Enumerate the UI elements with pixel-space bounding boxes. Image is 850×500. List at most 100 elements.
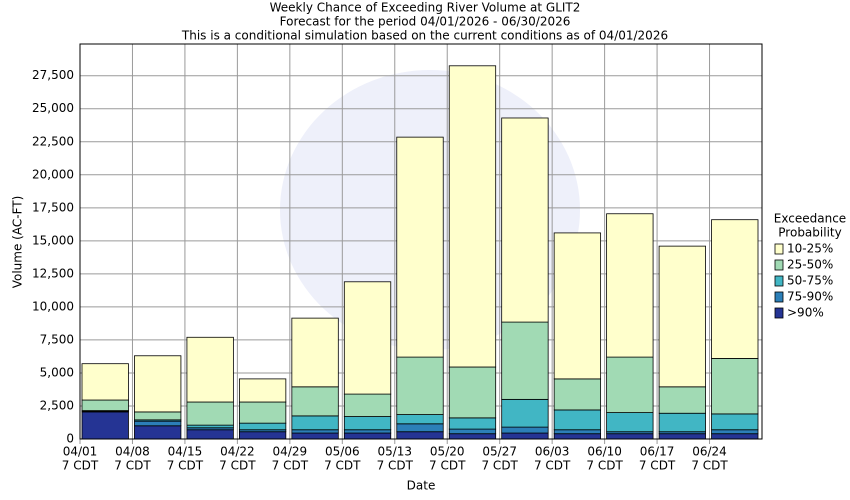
x-tick-label: 7 CDT <box>167 459 204 473</box>
x-tick-label: 05/20 <box>430 445 465 459</box>
plot-frame <box>79 43 763 440</box>
bar-segment <box>238 422 287 431</box>
bar-segment <box>186 429 234 440</box>
legend-label: >90% <box>787 306 824 320</box>
bar-segment <box>134 420 182 427</box>
bar-segment <box>606 356 654 413</box>
y-tick-label: 12,500 <box>32 266 74 280</box>
x-tick-label: 7 CDT <box>377 459 414 473</box>
y-tick-label: 0 <box>66 432 74 446</box>
x-tick-label: 7 CDT <box>691 459 728 473</box>
x-tick-label: 7 CDT <box>62 459 99 473</box>
x-tick-label: 04/15 <box>168 445 203 459</box>
bar-segment <box>448 65 497 368</box>
bar-segment <box>711 433 759 440</box>
y-tick-label: 22,500 <box>32 134 74 148</box>
bar-segment <box>711 413 759 431</box>
bar-segment <box>658 386 706 414</box>
x-tick-label: 7 CDT <box>534 459 571 473</box>
bar-segment <box>658 433 706 440</box>
bar-segment <box>448 433 497 440</box>
y-tick-label: 10,000 <box>32 299 74 313</box>
bar-segment <box>396 136 444 358</box>
bar-segment <box>291 386 339 417</box>
bar-segment <box>291 429 339 434</box>
x-axis-label: Date <box>407 479 436 493</box>
bar-segment <box>81 411 129 440</box>
x-tick-label: 7 CDT <box>586 459 623 473</box>
bar-segment <box>553 232 602 380</box>
y-tick-label: 20,000 <box>32 167 74 181</box>
x-tick-label: 04/08 <box>115 445 150 459</box>
y-tick-label: 7,500 <box>40 332 74 346</box>
legend-label: 10-25% <box>787 242 833 256</box>
bar-segment <box>396 431 444 440</box>
bar-segment <box>606 213 654 358</box>
bar-segment <box>606 412 654 433</box>
x-tick-label: 05/27 <box>482 445 517 459</box>
x-tick-label: 06/17 <box>640 445 675 459</box>
bar-segment <box>606 433 654 440</box>
legend-label: 75-90% <box>787 290 833 304</box>
x-tick-label: 7 CDT <box>429 459 466 473</box>
bar-segment <box>711 429 759 435</box>
legend-swatch <box>774 275 784 287</box>
y-tick-label: 17,500 <box>32 200 74 214</box>
x-tick-label: 05/06 <box>325 445 360 459</box>
x-tick-label: 7 CDT <box>639 459 676 473</box>
legend-title: Exceedance <box>774 212 846 226</box>
y-axis-label: Volume (AC-FT) <box>11 196 25 289</box>
chart-subtitle: Forecast for the period 04/01/2026 - 06/… <box>280 15 571 29</box>
bar-segment <box>553 409 602 431</box>
bar-segment <box>238 401 287 424</box>
y-tick-label: 15,000 <box>32 233 74 247</box>
x-tick-label: 04/22 <box>220 445 255 459</box>
y-tick-label: 2,500 <box>40 398 74 412</box>
bar-segment <box>553 433 602 440</box>
x-tick-label: 7 CDT <box>219 459 256 473</box>
bar-segment <box>134 411 182 421</box>
y-tick-label: 27,500 <box>32 68 74 82</box>
bar-segment <box>658 245 706 388</box>
x-tick-label: 05/13 <box>377 445 412 459</box>
bar-segment <box>396 414 444 425</box>
x-tick-label: 04/29 <box>273 445 308 459</box>
bar-segment <box>448 366 497 419</box>
bar-segment <box>291 415 339 431</box>
legend-title: Probability <box>778 226 841 240</box>
bar-segment <box>396 356 444 415</box>
bar-segment <box>343 432 392 440</box>
legend-swatch <box>774 259 784 271</box>
x-tick-label: 7 CDT <box>481 459 518 473</box>
bar-segment <box>501 321 549 400</box>
bar-segment <box>448 428 497 435</box>
x-tick-label: 06/24 <box>692 445 727 459</box>
legend-label: 25-50% <box>787 258 833 272</box>
bar-segment <box>81 399 129 411</box>
chart-subtitle: This is a conditional simulation based o… <box>181 29 668 43</box>
legend-swatch <box>774 291 784 303</box>
x-tick-label: 7 CDT <box>272 459 309 473</box>
bar-segment <box>448 417 497 430</box>
bar-segment <box>501 117 549 323</box>
bar-segment <box>134 355 182 413</box>
bar-segment <box>238 431 287 440</box>
bar-segment <box>343 281 392 395</box>
x-tick-label: 04/01 <box>63 445 98 459</box>
chart-title: Weekly Chance of Exceeding River Volume … <box>270 1 581 15</box>
bar-segment <box>711 358 759 415</box>
legend-swatch <box>774 243 784 255</box>
bar-segment <box>658 412 706 433</box>
bar-segment <box>186 336 234 403</box>
x-tick-label: 06/03 <box>535 445 570 459</box>
x-tick-label: 06/10 <box>587 445 622 459</box>
bar-segment <box>343 393 392 417</box>
bar-segment <box>134 425 182 440</box>
bar-segment <box>343 416 392 431</box>
bar-segment <box>238 378 287 403</box>
bar-segment <box>553 378 602 411</box>
bar-segment <box>711 219 759 359</box>
x-tick-label: 7 CDT <box>324 459 361 473</box>
bar-segment <box>291 317 339 388</box>
y-tick-label: 5,000 <box>40 365 74 379</box>
